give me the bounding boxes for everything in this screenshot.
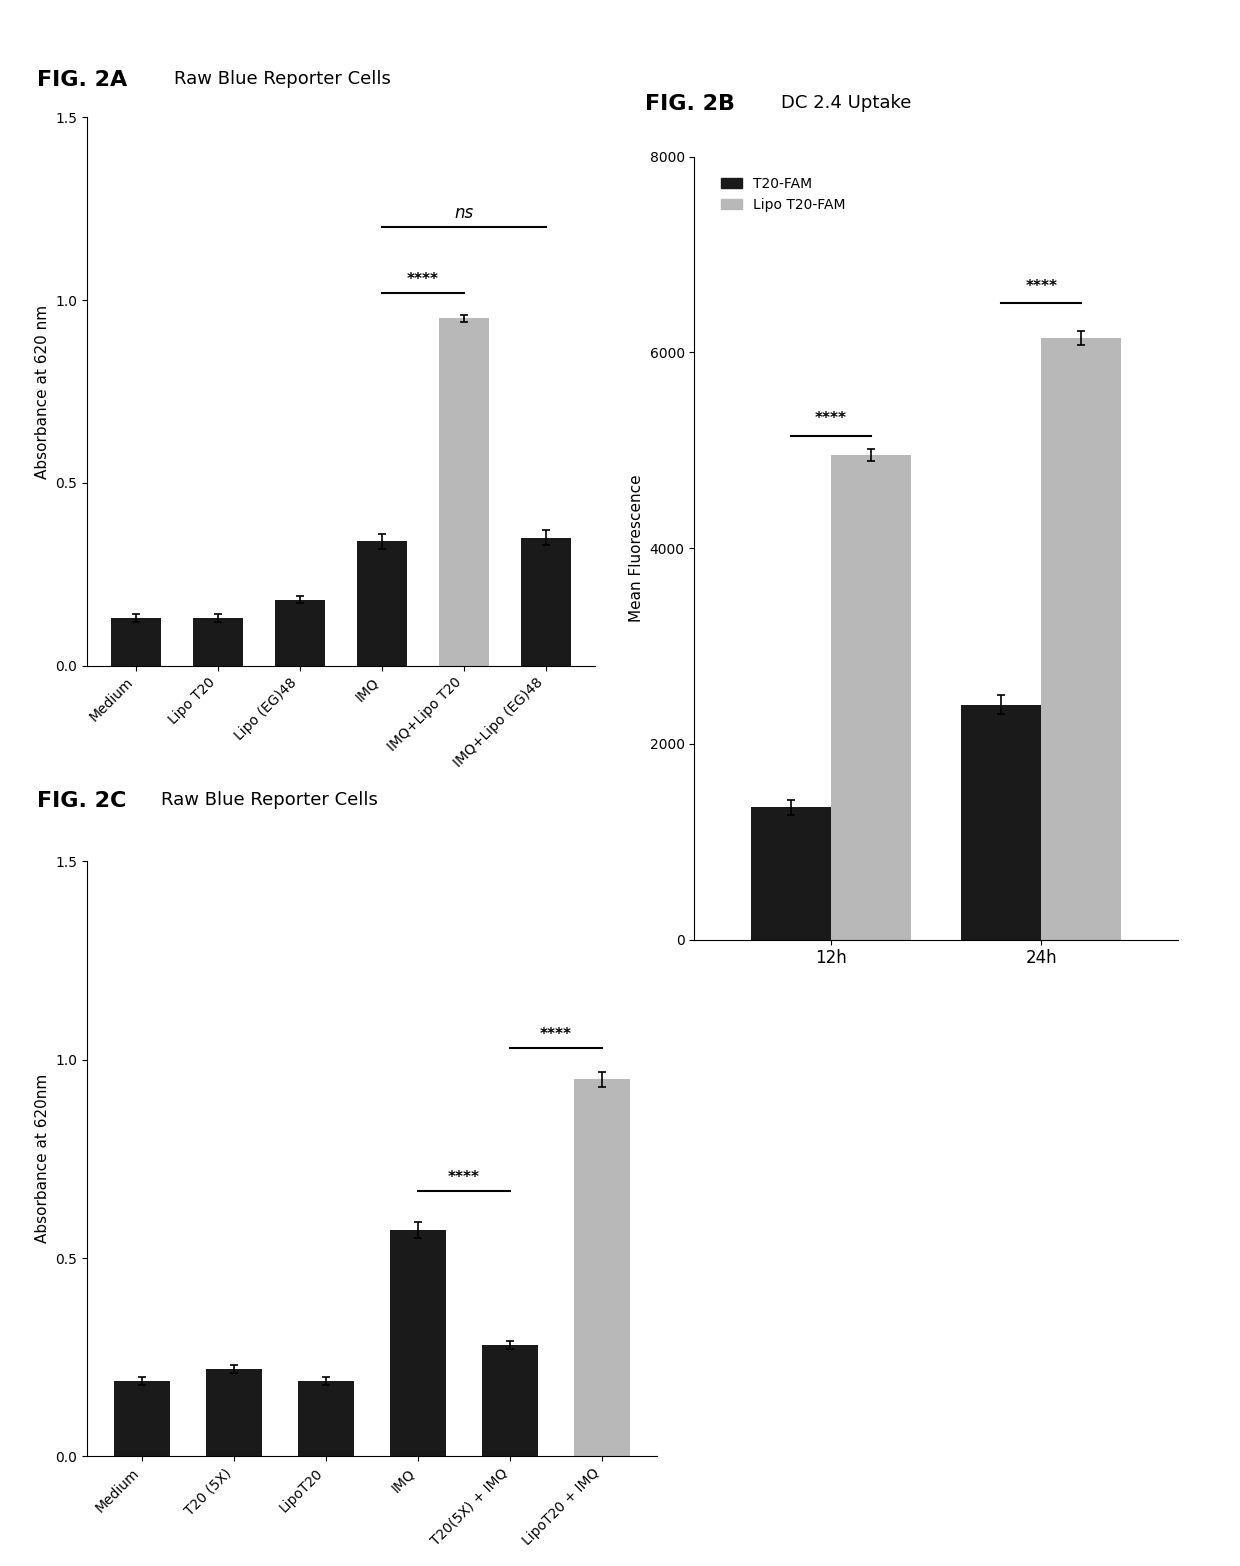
Text: ****: **** [539,1027,572,1041]
Bar [574,1079,630,1456]
Bar [521,537,570,666]
Text: ****: **** [1025,279,1058,294]
Bar [114,1381,170,1456]
Text: FIG. 2B: FIG. 2B [645,94,735,114]
Text: Raw Blue Reporter Cells: Raw Blue Reporter Cells [161,791,378,808]
Bar [206,1369,262,1456]
Text: ****: **** [815,410,847,426]
Bar [439,318,489,666]
Bar [112,619,161,666]
Legend: T20-FAM, Lipo T20-FAM: T20-FAM, Lipo T20-FAM [715,171,852,218]
Bar [961,705,1042,940]
Bar [391,1231,445,1456]
Text: FIG. 2A: FIG. 2A [37,70,128,91]
Bar [193,619,243,666]
Bar [831,456,911,940]
Bar [275,600,325,666]
Text: ns: ns [454,204,474,222]
Bar [482,1345,538,1456]
Text: ****: **** [407,272,439,288]
Bar [1042,338,1121,940]
Y-axis label: Mean Fluorescence: Mean Fluorescence [629,474,644,622]
Bar [299,1381,353,1456]
Bar [357,542,407,666]
Bar [751,808,831,940]
Text: Raw Blue Reporter Cells: Raw Blue Reporter Cells [174,70,391,88]
Text: ****: **** [448,1170,480,1184]
Text: DC 2.4 Uptake: DC 2.4 Uptake [781,94,911,111]
Y-axis label: Absorbance at 620 nm: Absorbance at 620 nm [35,304,50,479]
Y-axis label: Absorbance at 620nm: Absorbance at 620nm [35,1074,50,1243]
Text: FIG. 2C: FIG. 2C [37,791,126,811]
